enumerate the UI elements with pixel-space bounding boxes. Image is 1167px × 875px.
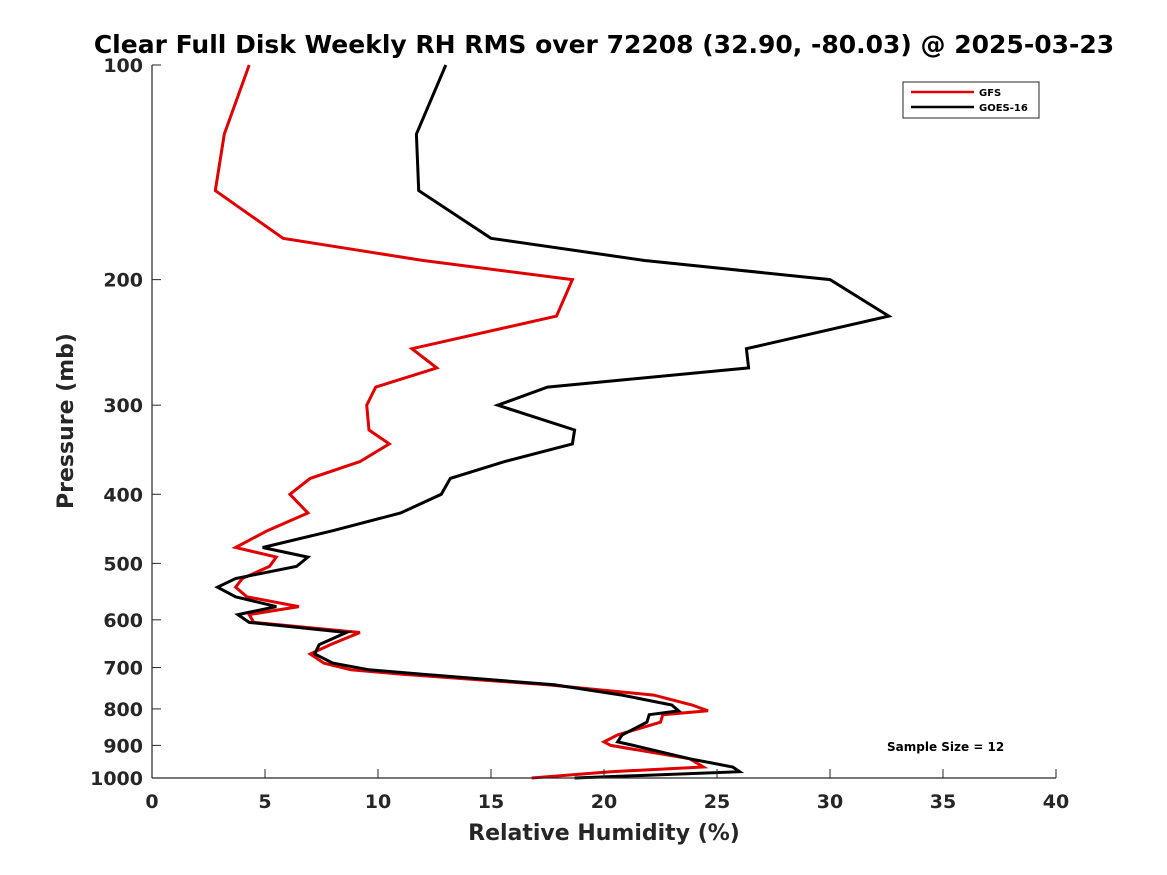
y-ticks: 100 200 300 400 500 600 700 800 900 1000 bbox=[90, 55, 161, 790]
legend-box bbox=[902, 81, 1040, 119]
y-tick-label: 100 bbox=[103, 55, 143, 77]
y-tick-label: 700 bbox=[103, 658, 143, 680]
y-tick-label: 300 bbox=[103, 395, 143, 417]
y-tick-label: 800 bbox=[103, 699, 143, 721]
x-tick-label: 5 bbox=[258, 791, 271, 813]
y-tick-label: 400 bbox=[103, 484, 143, 506]
y-tick-label: 200 bbox=[103, 270, 143, 292]
x-tick-label: 40 bbox=[1043, 791, 1069, 813]
series-layer bbox=[213, 64, 893, 780]
sample-size-annotation: Sample Size = 12 bbox=[887, 740, 1004, 754]
x-tick-label: 20 bbox=[591, 791, 617, 813]
series-line-goes16 bbox=[214, 64, 893, 780]
legend-label-goes16: GOES-16 bbox=[979, 103, 1028, 114]
x-tick-label: 15 bbox=[478, 791, 504, 813]
y-tick-label: 900 bbox=[103, 735, 143, 757]
y-tick-label: 1000 bbox=[90, 768, 143, 790]
x-axis-label: Relative Humidity (%) bbox=[468, 821, 740, 846]
x-tick-label: 35 bbox=[930, 791, 956, 813]
x-tick-label: 25 bbox=[704, 791, 730, 813]
chart-title: Clear Full Disk Weekly RH RMS over 72208… bbox=[94, 30, 1114, 59]
legend: GFS GOES-16 bbox=[902, 81, 1040, 119]
y-tick-label: 600 bbox=[103, 610, 143, 632]
series-line-gfs bbox=[213, 64, 709, 780]
y-tick-label: 500 bbox=[103, 553, 143, 575]
x-tick-label: 30 bbox=[817, 791, 843, 813]
legend-label-gfs: GFS bbox=[979, 88, 1001, 99]
x-tick-label: 0 bbox=[145, 791, 158, 813]
plot-background bbox=[152, 65, 1056, 778]
y-axis-label: Pressure (mb) bbox=[54, 333, 79, 509]
x-ticks: 0 5 10 15 20 25 30 35 40 bbox=[145, 769, 1069, 813]
plot-area: 0 5 10 15 20 25 30 35 40 100 200 300 400 500 600 700 80… bbox=[90, 55, 1069, 813]
x-tick-label: 10 bbox=[365, 791, 391, 813]
